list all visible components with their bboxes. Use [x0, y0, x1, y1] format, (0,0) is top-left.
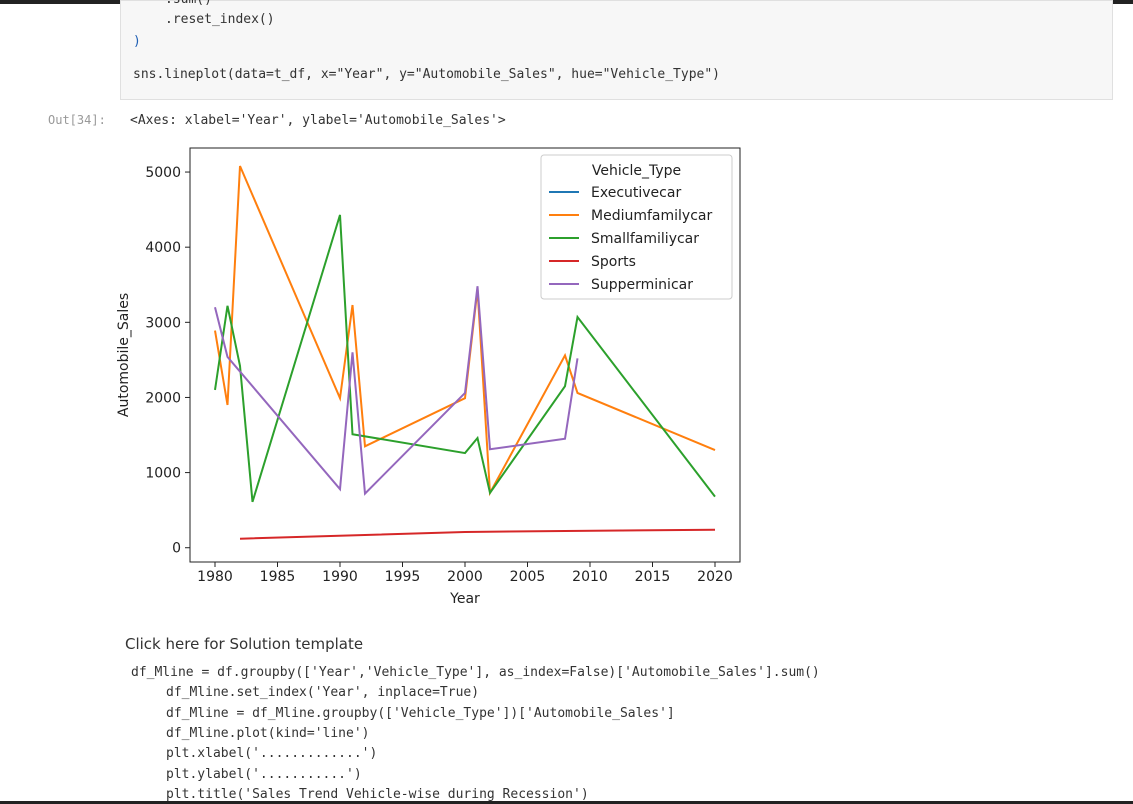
- code-line: df_Mline.plot(kind='line'): [166, 726, 370, 741]
- series-line: [214, 165, 716, 497]
- code-cell: [120, 0, 1113, 100]
- code-line: df_Mline.set_index('Year', inplace=True): [166, 685, 480, 700]
- y-tick-label: 4000: [145, 240, 181, 256]
- y-tick-label: 3000: [145, 315, 181, 331]
- x-tick-label: 1985: [260, 569, 296, 585]
- x-tick-label: 2020: [697, 569, 733, 585]
- y-axis-label: Automobile_Sales: [116, 293, 132, 417]
- y-tick-label: 1000: [145, 466, 181, 482]
- x-tick-label: 2015: [635, 569, 671, 585]
- code-line: df_Mline = df_Mline.groupby(['Vehicle_Ty…: [166, 706, 675, 721]
- legend-label: Sports: [591, 254, 636, 270]
- series-line: [214, 214, 716, 503]
- window-edge: [0, 801, 1133, 804]
- x-tick-label: 1980: [197, 569, 233, 585]
- legend-label: Supperminicar: [591, 277, 693, 293]
- code-line: plt.ylabel('...........'): [166, 767, 362, 782]
- code-line: df_Mline = df.groupby(['Year','Vehicle_T…: [131, 665, 820, 680]
- y-tick-label: 2000: [145, 390, 181, 406]
- legend-title: Vehicle_Type: [592, 163, 681, 179]
- code-line: .reset_index(): [165, 12, 275, 27]
- x-tick-label: 2005: [510, 569, 546, 585]
- out-prompt: Out[34]:: [48, 113, 106, 127]
- code-line: plt.title('Sales Trend Vehicle-wise duri…: [166, 787, 589, 802]
- code-line: ): [133, 34, 141, 49]
- series-line: [214, 286, 579, 496]
- code-line: sns.lineplot(data=t_df, x="Year", y="Aut…: [133, 67, 720, 82]
- code-line: plt.xlabel('.............'): [166, 746, 378, 761]
- x-axis-label: Year: [449, 591, 480, 607]
- x-tick-label: 1995: [385, 569, 421, 585]
- legend-label: Mediumfamilycar: [591, 208, 712, 224]
- legend-box: [540, 154, 733, 300]
- code-line: .sum(): [165, 0, 212, 7]
- series-line: [239, 528, 716, 540]
- legend-label: Executivecar: [591, 185, 681, 201]
- x-tick-label: 1990: [322, 569, 358, 585]
- chart: 1980 1985 1990 1995 2000 2005 2010 2015 2020 0 100…: [116, 147, 741, 607]
- y-tick-label: 0: [172, 541, 181, 557]
- legend-label: Smallfamiliycar: [591, 231, 699, 247]
- output-text: <Axes: xlabel='Year', ylabel='Automobile…: [130, 113, 506, 128]
- solution-link[interactable]: Click here for Solution template: [125, 635, 364, 653]
- y-tick-label: 5000: [145, 165, 181, 181]
- x-tick-label: 2010: [572, 569, 608, 585]
- x-tick-label: 2000: [447, 569, 483, 585]
